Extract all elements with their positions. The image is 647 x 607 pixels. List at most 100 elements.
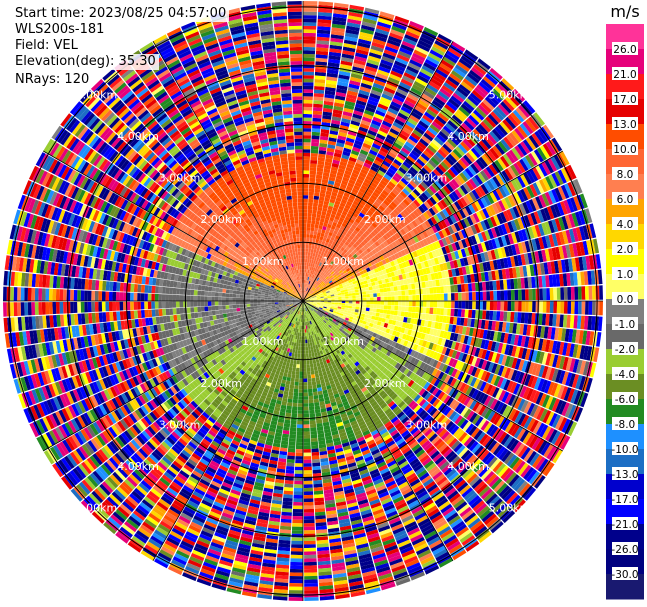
range-gate: [401, 147, 411, 155]
range-gate: [355, 306, 360, 310]
range-gate: [373, 159, 382, 167]
range-gate: [311, 448, 319, 453]
range-gate: [310, 263, 313, 267]
range-gate: [317, 228, 322, 233]
range-gate: [315, 276, 319, 281]
range-gate: [429, 124, 440, 134]
range-gate: [336, 257, 341, 262]
range-gate: [342, 46, 356, 53]
range-gate: [451, 293, 455, 301]
range-gate: [539, 288, 543, 300]
range-gate: [305, 244, 309, 249]
range-gate: [356, 99, 367, 106]
range-gate: [344, 36, 358, 42]
range-gate: [348, 303, 353, 306]
range-gate: [313, 202, 319, 207]
range-gate: [323, 104, 334, 110]
range-gate: [367, 218, 374, 225]
range-gate: [346, 238, 352, 244]
range-gate: [303, 50, 316, 55]
range-gate: [362, 142, 372, 150]
range-gate: [528, 289, 533, 301]
range-gate: [303, 8, 318, 12]
range-gate: [357, 156, 366, 163]
range-gate: [355, 49, 369, 56]
range-gate: [377, 296, 381, 301]
range-gate: [374, 136, 384, 144]
range-gate: [303, 294, 305, 298]
range-gate: [427, 126, 438, 136]
range-gate: [477, 58, 491, 70]
range-gate: [414, 312, 419, 319]
range-gate: [324, 265, 328, 270]
range-gate: [347, 243, 353, 249]
range-gate: [428, 52, 442, 62]
range-gate: [308, 198, 314, 203]
range-gate: [313, 231, 318, 236]
range-gate: [447, 47, 462, 58]
range-gate: [347, 230, 353, 236]
range-gate: [397, 50, 412, 59]
range-gate: [312, 459, 320, 464]
range-gate: [567, 287, 572, 300]
range-gate: [351, 306, 356, 310]
range-gate: [433, 301, 438, 308]
range-gate: [426, 301, 431, 308]
range-gate: [350, 120, 361, 127]
range-gate: [395, 115, 407, 124]
range-gate: [326, 147, 335, 153]
range-gate: [315, 260, 318, 265]
range-gate: [303, 262, 305, 266]
range-gate: [364, 109, 375, 117]
range-gate: [553, 287, 558, 300]
range-gate: [381, 176, 390, 184]
range-gate: [328, 58, 341, 64]
range-gate: [343, 248, 348, 254]
range-gate: [305, 287, 307, 291]
range-gate: [379, 192, 387, 200]
range-gate: [328, 220, 333, 226]
range-gate: [349, 153, 358, 160]
range-gate: [328, 55, 341, 61]
range-gate: [310, 248, 314, 253]
range-gate: [518, 289, 522, 301]
range-gate: [313, 398, 319, 403]
range-gate: [405, 120, 416, 129]
range-gate: [326, 187, 333, 192]
range-gate: [369, 293, 374, 298]
range-gate: [458, 292, 462, 301]
range-gate: [368, 286, 373, 291]
range-gate: [393, 158, 402, 167]
range-gate: [307, 381, 312, 386]
range-gate: [306, 353, 309, 358]
range-gate: [371, 178, 380, 186]
range-gate: [411, 306, 416, 313]
range-gate: [317, 203, 324, 208]
range-gate: [348, 179, 356, 185]
range-gate: [560, 301, 565, 314]
range-gate: [327, 205, 334, 211]
range-gate: [317, 26, 331, 31]
range-gate: [345, 232, 351, 238]
range-gate: [397, 306, 402, 311]
range-gate: [331, 191, 338, 197]
range-gate: [574, 286, 579, 300]
range-gate: [408, 295, 413, 301]
range-gate: [354, 139, 363, 146]
range-gate: [368, 52, 382, 59]
range-gate: [333, 102, 344, 108]
range-gate: [377, 301, 381, 305]
range-gate: [415, 301, 420, 307]
range-gate: [398, 166, 407, 175]
range-gate: [368, 184, 376, 192]
range-gate: [319, 192, 326, 198]
range-gate: [328, 51, 342, 57]
range-gate: [329, 217, 335, 222]
range-gate: [303, 11, 317, 16]
range-gate: [321, 211, 327, 216]
range-gate: [404, 311, 409, 318]
range-gate: [303, 135, 311, 139]
range-gate: [303, 177, 309, 182]
range-gate: [325, 227, 331, 232]
range-gate: [309, 266, 312, 271]
